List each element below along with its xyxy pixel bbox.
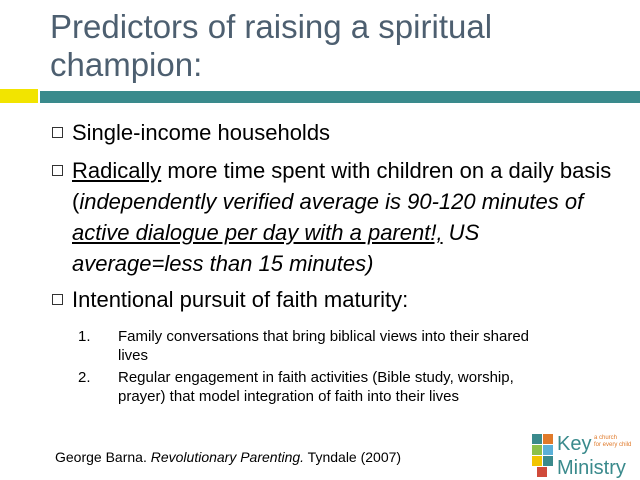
logo-tile	[543, 434, 553, 444]
logo-name: Key	[557, 433, 591, 455]
citation-publisher: Tyndale (2007)	[304, 449, 402, 465]
accent-bar	[0, 89, 38, 103]
citation-work: Revolutionary Parenting.	[150, 449, 305, 465]
logo-tagline: for every child	[594, 442, 631, 448]
item-number: 2.	[78, 369, 91, 386]
title-rule	[40, 91, 640, 103]
bullet: Radically more time spent with children …	[52, 155, 612, 279]
item-text: Family conversations that bring biblical…	[118, 328, 530, 364]
text-run: active dialogue per day with a parent!,	[72, 220, 443, 245]
bullet-box	[52, 165, 63, 176]
bullet-text: Radically more time spent with children …	[72, 155, 612, 279]
numbered-item: 1. Family conversations that bring bibli…	[78, 327, 548, 365]
text-run: more time spent with children on a daily…	[72, 158, 612, 214]
text-run: Radically	[72, 158, 162, 183]
logo-tile	[543, 456, 553, 466]
logo-tile	[532, 456, 542, 466]
bullet-text: Single-income households	[72, 117, 612, 148]
text-run: Intentional pursuit of faith maturity:	[72, 287, 409, 312]
text-run: independently verified average is 90-120…	[79, 189, 584, 214]
logo-tile	[532, 434, 542, 444]
bullet: Intentional pursuit of faith maturity:	[52, 284, 612, 315]
logo-tile	[543, 445, 553, 455]
bullet: Single-income households	[52, 117, 612, 148]
citation-author: George Barna.	[55, 449, 151, 465]
text-run: Single-income households	[72, 120, 331, 145]
item-text: Regular engagement in faith activities (…	[118, 369, 514, 405]
text-run: US average=less than 15 minutes)	[72, 220, 480, 276]
numbered-item: 2. Regular engagement in faith activitie…	[78, 368, 548, 406]
bullet-box	[52, 294, 63, 305]
logo: Key a church for every child Ministry	[532, 433, 631, 478]
logo-tile	[532, 445, 542, 455]
item-number: 1.	[78, 328, 91, 345]
logo-tile	[537, 467, 547, 477]
logo-tagline: a church	[594, 435, 617, 441]
slide-title: Predictors of raising a spiritual champi…	[50, 8, 493, 83]
bullet-text: Intentional pursuit of faith maturity:	[72, 284, 612, 315]
logo-name: Ministry	[557, 457, 626, 478]
bullet-box	[52, 127, 63, 138]
citation: George Barna. Revolutionary Parenting. T…	[55, 449, 401, 465]
